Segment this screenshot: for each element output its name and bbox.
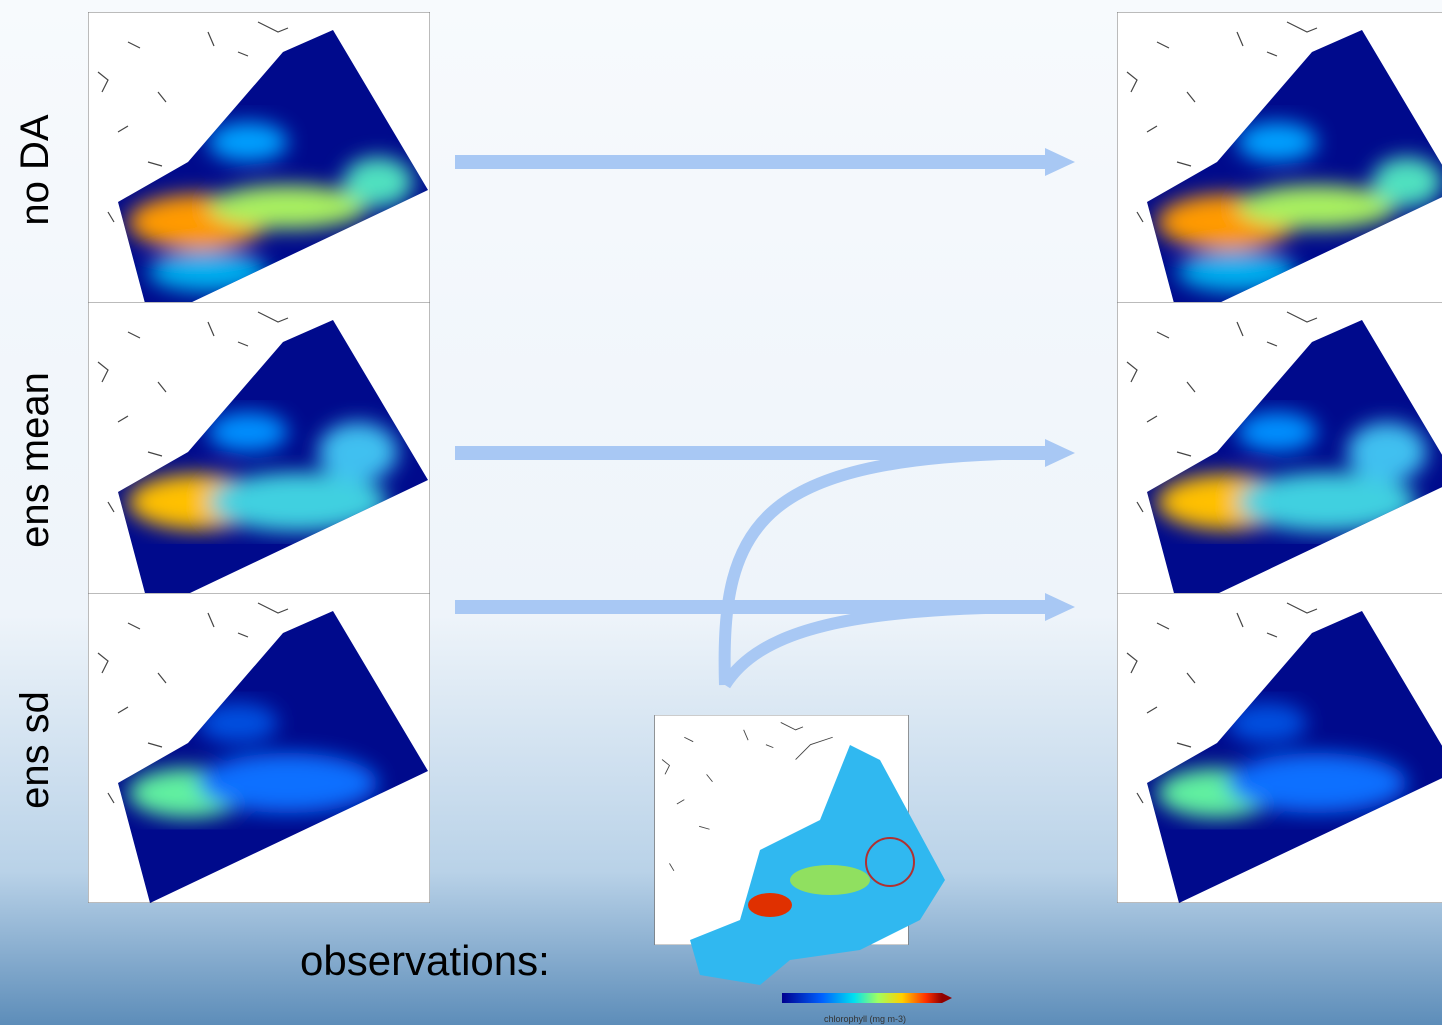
colorbar-label: chlorophyll (mg m-3) xyxy=(824,1014,906,1024)
observations-label: observations: xyxy=(300,937,550,984)
observation-map xyxy=(655,715,945,985)
map-ens-mean-after xyxy=(1117,302,1442,612)
row-label: no DA xyxy=(13,114,57,225)
map-ens-sd-before xyxy=(88,593,430,903)
map-ens-sd-after xyxy=(1117,593,1442,903)
map-no-da-before xyxy=(88,12,430,322)
row-label: ens mean xyxy=(13,372,57,548)
slide: chlorophyll (mg m-3) no DA ens mean ens … xyxy=(0,0,1442,1025)
row-label: ens sd xyxy=(13,691,57,809)
map-no-da-after xyxy=(1117,12,1442,322)
map-ens-mean-before xyxy=(88,302,430,612)
colorbar xyxy=(782,993,942,1003)
